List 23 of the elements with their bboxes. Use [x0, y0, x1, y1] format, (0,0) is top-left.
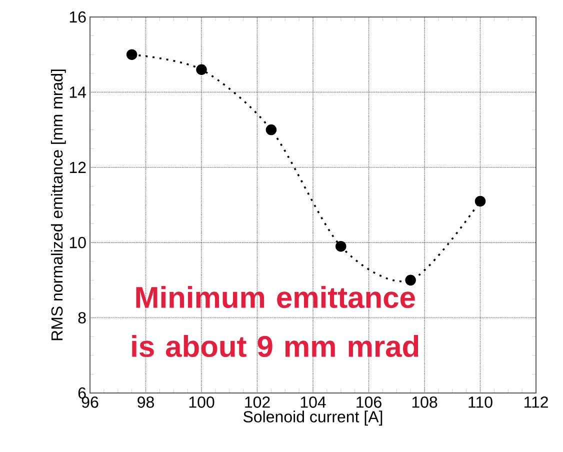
- point: [336, 240, 346, 252]
- x-tick-label: 106: [356, 396, 382, 408]
- x-tick-label: 112: [524, 396, 548, 408]
- point: [266, 124, 277, 136]
- y-tick-label: 12: [70, 162, 86, 173]
- x-tick-label: 96: [82, 396, 98, 408]
- x-tick-label: 108: [412, 396, 438, 408]
- y-axis-title: RMS normalized emittance [mm mrad]: [50, 70, 66, 340]
- x-tick-label: 98: [138, 396, 154, 408]
- x-tick-label: 100: [189, 396, 214, 408]
- x-tick-label: 110: [468, 396, 492, 408]
- point: [474, 196, 486, 207]
- annotation: Minimum emittance is about 9 mm mrad: [132, 286, 418, 358]
- x-tick-label: 102: [245, 396, 270, 408]
- point: [126, 49, 138, 60]
- y-tick-label: 8: [78, 312, 86, 324]
- y-tick-label: 10: [70, 236, 86, 248]
- y-tick-label: 14: [70, 86, 86, 98]
- y-tick-label: 16: [70, 11, 86, 23]
- point: [196, 64, 207, 76]
- x-axis-title: Solenoid current [A]: [243, 410, 382, 426]
- point: [405, 274, 416, 286]
- x-tick-label: 104: [300, 396, 326, 408]
